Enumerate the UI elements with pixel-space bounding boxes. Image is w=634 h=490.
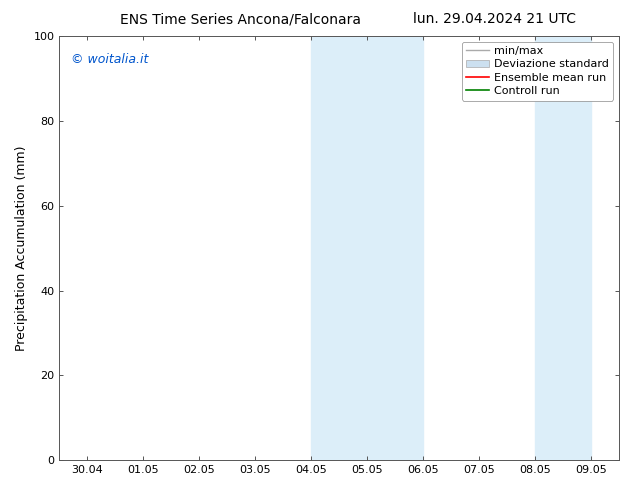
Bar	[563, 36, 591, 460]
Bar	[535, 36, 563, 460]
Bar	[311, 36, 367, 460]
Text: ENS Time Series Ancona/Falconara: ENS Time Series Ancona/Falconara	[120, 12, 361, 26]
Text: © woitalia.it: © woitalia.it	[70, 53, 148, 66]
Text: lun. 29.04.2024 21 UTC: lun. 29.04.2024 21 UTC	[413, 12, 576, 26]
Bar	[367, 36, 423, 460]
Legend: min/max, Deviazione standard, Ensemble mean run, Controll run: min/max, Deviazione standard, Ensemble m…	[462, 42, 614, 100]
Y-axis label: Precipitation Accumulation (mm): Precipitation Accumulation (mm)	[15, 146, 28, 351]
